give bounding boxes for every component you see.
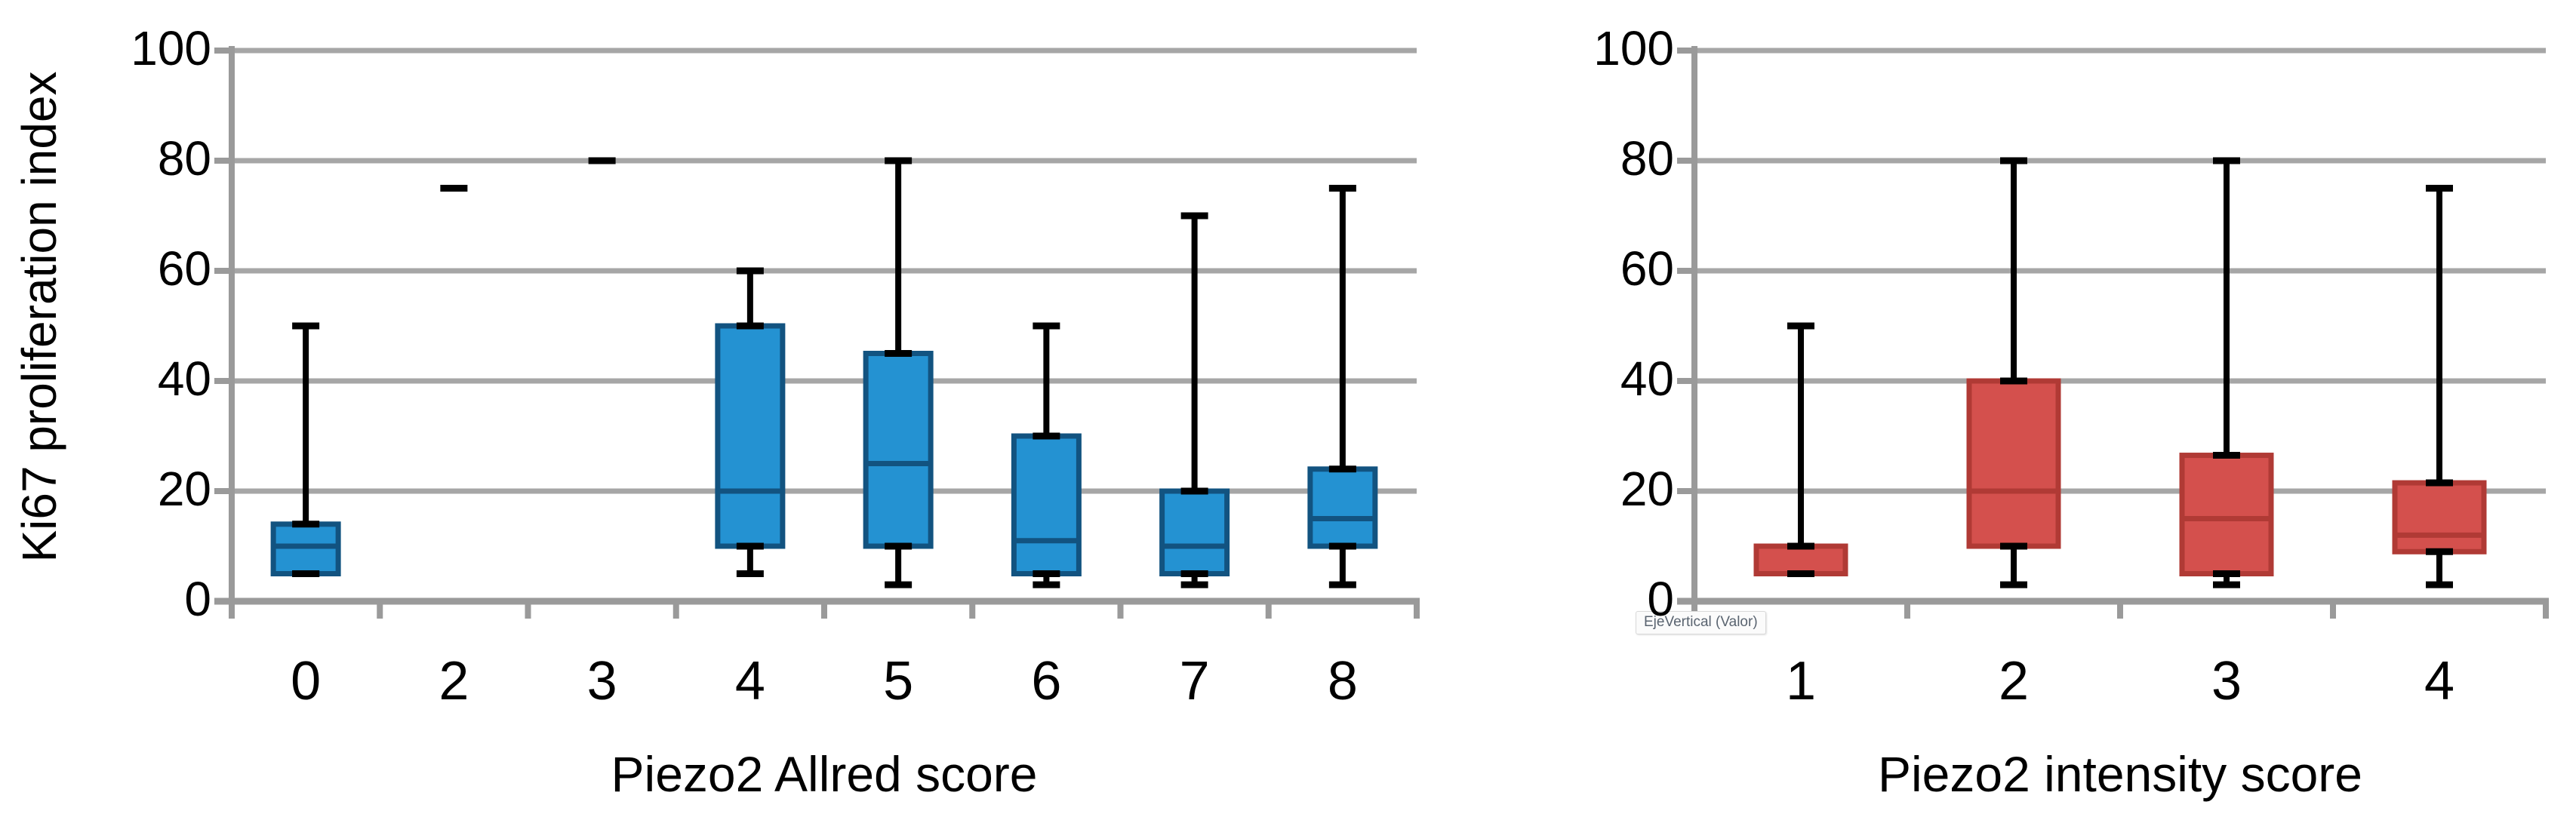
left-box-cat5	[863, 351, 934, 549]
left-box-cat6	[1011, 433, 1082, 576]
left-y-axis-title: Ki67 proliferation index	[12, 71, 66, 563]
left-x-tick-label-2: 2	[439, 651, 469, 711]
right-y-tick-label-40: 40	[1620, 352, 1674, 407]
right-y-tick-label-20: 20	[1620, 462, 1674, 517]
left-y-tick-label-60: 60	[157, 241, 211, 296]
left-x-tick-label-8: 8	[1327, 651, 1358, 711]
right-y-tick-label-80: 80	[1620, 131, 1674, 186]
right-x-tick-label-4: 4	[2424, 651, 2455, 711]
right-box-cat4	[2392, 480, 2487, 554]
left-boxplot-dash-cat3	[588, 157, 616, 164]
left-y-tick-label-80: 80	[157, 131, 211, 186]
left-x-tick-label-5: 5	[883, 651, 914, 711]
right-y-tick-label-100: 100	[1593, 21, 1674, 76]
right-y-tick-label-60: 60	[1620, 241, 1674, 296]
left-y-tick-label-100: 100	[131, 21, 211, 76]
left-x-tick-label-0: 0	[291, 651, 322, 711]
right-x-tick-label-2: 2	[1998, 651, 2030, 711]
vertical-axis-tooltip: EjeVertical (Valor)	[1636, 611, 1766, 634]
right-x-tick-label-1: 1	[1785, 651, 1817, 711]
left-box-cat8	[1307, 466, 1378, 549]
right-x-tick-label-3: 3	[2211, 651, 2242, 711]
left-boxplot-dash-cat2	[440, 185, 468, 192]
right-box-cat1	[1753, 543, 1848, 576]
left-y-tick-label-20: 20	[157, 462, 211, 517]
left-box-cat4	[715, 323, 786, 549]
left-box-cat0	[270, 521, 341, 576]
right-x-axis-title: Piezo2 intensity score	[1878, 746, 2362, 802]
left-x-axis-title: Piezo2 Allred score	[611, 746, 1038, 802]
left-y-tick-label-0: 0	[184, 572, 211, 627]
left-x-tick-label-7: 7	[1179, 651, 1210, 711]
left-y-tick-label-40: 40	[157, 352, 211, 407]
left-box-cat7	[1159, 488, 1230, 576]
right-y-tick-label-0: 0	[1647, 572, 1674, 627]
right-box-cat2	[1966, 378, 2061, 549]
left-x-tick-label-6: 6	[1031, 651, 1062, 711]
right-box-cat3	[2179, 453, 2274, 576]
left-x-tick-label-4: 4	[734, 651, 765, 711]
left-x-tick-label-3: 3	[586, 651, 617, 711]
